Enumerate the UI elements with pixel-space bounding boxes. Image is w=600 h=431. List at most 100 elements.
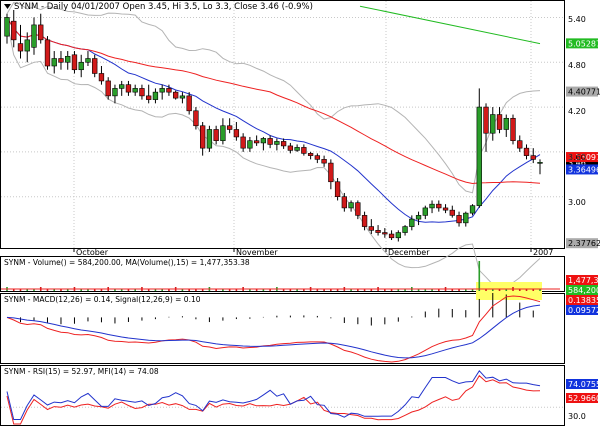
x-tick-label: November [236, 248, 278, 257]
mfi-line [6, 369, 541, 420]
volume-bar [390, 289, 393, 291]
y-tick-label: 3.00 [568, 198, 586, 207]
candle-body [193, 110, 199, 127]
volume-bar [195, 289, 197, 291]
volume-bar [363, 289, 366, 291]
axis-value-badge [566, 275, 598, 285]
axis-value-badge [566, 379, 598, 389]
candle-body [294, 147, 300, 151]
candle-body [409, 218, 415, 227]
axis-value-label: 1,477,353 [568, 276, 600, 285]
candle-body [51, 58, 57, 67]
volume-bar [303, 289, 305, 291]
volume-bar [424, 289, 427, 291]
moving-averages [6, 5, 541, 223]
candle-body [328, 162, 334, 183]
candle-body [361, 215, 368, 227]
candle-body [341, 196, 348, 209]
candle-body [240, 136, 246, 149]
axis-value-labels: 5.05287 4.40771 3.463.53097 3.36496 2.37762 1… [566, 38, 600, 403]
volume-bar [296, 289, 298, 291]
chart-toggle-icon[interactable] [4, 4, 11, 9]
candle-body [314, 155, 321, 160]
volume-bar [181, 289, 184, 291]
candle-body [496, 114, 503, 130]
rsi-line [6, 374, 541, 425]
axis-value-label: 3.36496 [568, 165, 600, 174]
axis-value-label: 74.0755 [568, 380, 600, 389]
candle-body [159, 88, 165, 93]
volume-bar [53, 289, 56, 291]
volume-bar [539, 289, 541, 291]
candle-body [267, 138, 273, 145]
candle-body [301, 147, 307, 154]
candle-body [17, 43, 24, 52]
volume-bar [87, 289, 89, 291]
volume-bar [262, 289, 265, 291]
candle-body [415, 215, 422, 220]
bollinger-upper-line [6, 1, 541, 194]
volume-bar [255, 289, 258, 291]
candle-body [395, 232, 401, 239]
axis-value-badge [566, 157, 598, 168]
volume-bar [464, 289, 467, 291]
chart-title: SYNM - Daily 04/01/2007 Open 3.45, Hi 3.… [14, 2, 313, 12]
volume-panel-title: SYNM - Volume() = 584,200.00, MA(Volume(… [4, 258, 250, 267]
volume-bar [357, 289, 359, 291]
volume-bar [485, 289, 487, 291]
axis-value-label: 4.40771 [568, 88, 600, 97]
candle-body [125, 84, 132, 93]
y-tick-label: 5.40 [568, 15, 586, 24]
candle-body [442, 207, 449, 211]
candle-body [233, 129, 240, 138]
volume-bar [437, 289, 440, 291]
candle-body [179, 95, 186, 99]
y-tick-label: 4.80 [568, 61, 586, 70]
rsi-lines [1, 369, 564, 425]
candle-body [206, 129, 213, 149]
candle-body [220, 125, 226, 141]
candle-body [152, 91, 159, 100]
volume-bar [518, 289, 521, 291]
volume-bar [498, 289, 501, 291]
bollinger-lower-line [6, 21, 541, 287]
volume-bar [235, 289, 238, 291]
y-tick-label: 3.60 [568, 153, 586, 162]
rsi-panel [0, 365, 565, 426]
candle-body [58, 58, 64, 63]
candlesticks [4, 9, 543, 242]
volume-bar [451, 289, 454, 291]
axis-value-label: 584,200 [568, 286, 600, 295]
axis-value-badge [566, 164, 598, 175]
volume-bar [161, 289, 163, 291]
axis-value-badge [566, 295, 598, 305]
candle-body [463, 212, 469, 224]
volume-bar [147, 289, 150, 291]
candle-body [85, 58, 91, 63]
volume-bar [384, 289, 386, 291]
candle-body [476, 106, 482, 206]
volume-bar [228, 289, 231, 291]
axis-value-badge [566, 238, 598, 249]
volume-bar [168, 289, 170, 291]
volume-bar [222, 289, 224, 291]
candle-body [422, 207, 428, 216]
volume-bar [127, 289, 130, 291]
candle-body [253, 140, 260, 144]
volume-bar [404, 289, 406, 291]
axis-value-label: 3.46 [568, 158, 586, 167]
macd-panel-title: SYNM - MACD(12,26) = 0.14, Signal(12,26,… [4, 295, 201, 304]
ma-long-line [6, 17, 541, 185]
candle-body [65, 55, 71, 63]
axis-value-label: 0.095724 [568, 306, 600, 315]
volume-bar [201, 289, 204, 291]
volume-bar [269, 289, 271, 291]
rsi-tick-label: 30.0 [568, 412, 586, 421]
macd-lines [6, 293, 541, 363]
candle-body [402, 226, 408, 233]
candle-body [199, 125, 206, 149]
candle-body [321, 159, 327, 164]
volume-bar [458, 289, 460, 291]
candle-body [517, 140, 523, 149]
volume-bar [80, 289, 83, 291]
